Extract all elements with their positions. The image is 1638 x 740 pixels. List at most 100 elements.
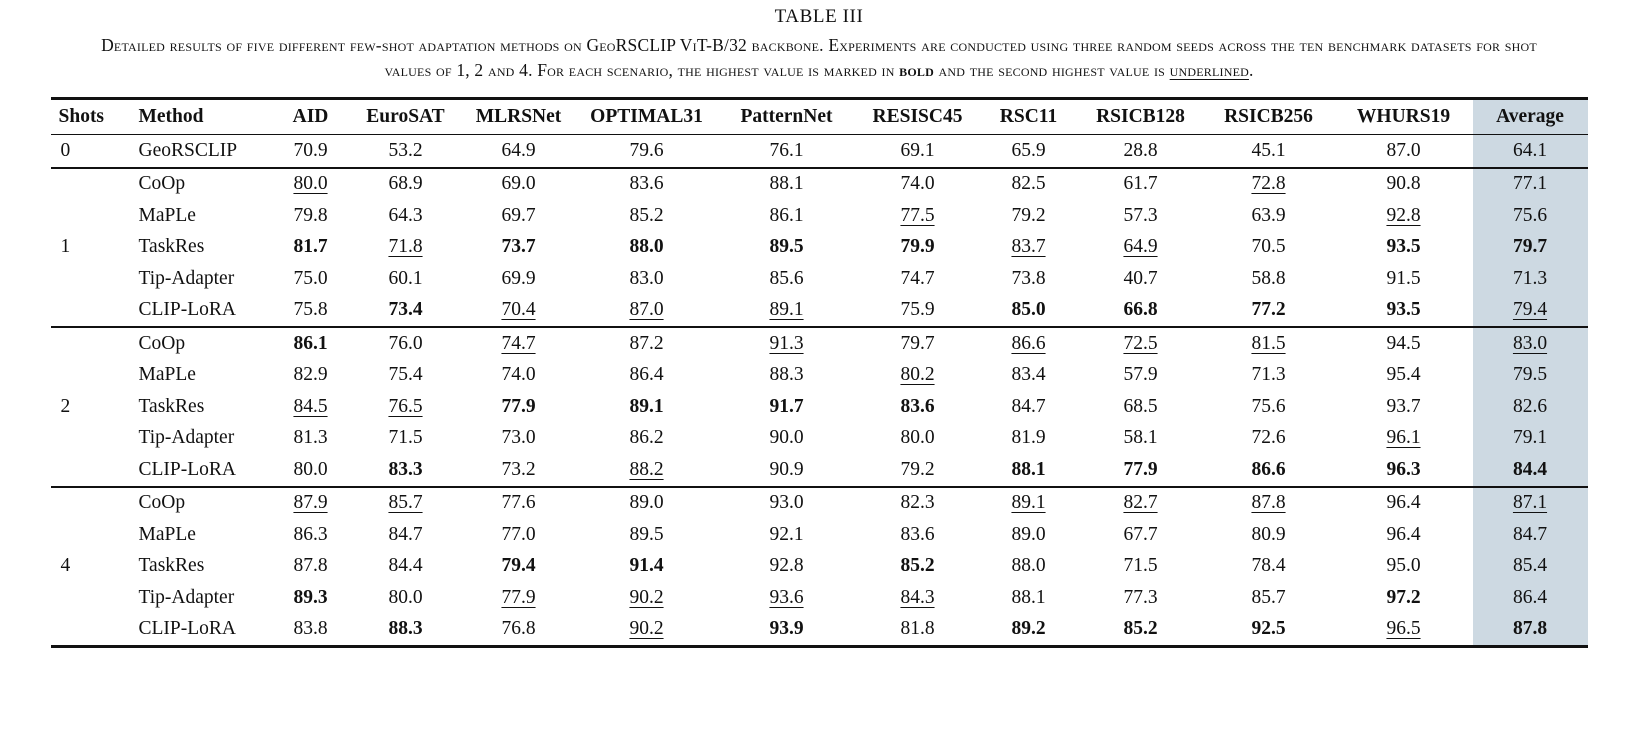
value-cell: 84.7 — [351, 519, 461, 551]
table-row: MaPLe 86.3 84.7 77.0 89.5 92.1 83.6 89.0 67.7 80.… — [51, 519, 1588, 551]
value-text: 73.8 — [1011, 267, 1046, 289]
value-text: 93.6 — [769, 586, 804, 608]
value-cell: 79.2 — [856, 454, 979, 488]
value-text: 90.2 — [629, 586, 664, 608]
method-cell: TaskRes — [138, 236, 205, 258]
value-text: 87.8 — [293, 555, 328, 577]
value-cell: 69.7 — [461, 200, 577, 232]
value-cell: 87.8 — [271, 551, 351, 583]
value-text: 96.4 — [1386, 492, 1421, 514]
value-cell: 89.1 — [979, 487, 1079, 520]
value-text: 93.5 — [1386, 299, 1421, 321]
value-text: 80.0 — [900, 427, 935, 449]
value-cell: 87.1 — [1472, 486, 1588, 519]
value-cell: 86.4 — [1472, 582, 1588, 614]
value-cell: 60.1 — [351, 263, 461, 295]
method-cell: Tip-Adapter — [138, 586, 235, 608]
value-text: 81.3 — [293, 427, 328, 449]
value-cell: 75.0 — [271, 263, 351, 295]
value-cell: 76.0 — [351, 327, 461, 360]
value-text: 92.8 — [769, 555, 804, 577]
value-cell: 71.5 — [1079, 551, 1203, 583]
table-row: Tip-Adapter 89.3 80.0 77.9 90.2 93.6 84.3 88.1 7… — [51, 582, 1588, 614]
method-cell: CoOp — [138, 173, 186, 195]
value-cell: 70.4 — [460, 294, 577, 328]
value-text: 45.1 — [1251, 139, 1286, 161]
value-text: 89.5 — [629, 523, 664, 545]
value-text: 90.0 — [769, 427, 804, 449]
value-text: 87.8 — [1251, 492, 1286, 514]
value-cell: 96.4 — [1335, 487, 1473, 520]
value-cell: 84.4 — [1472, 454, 1588, 488]
value-cell: 81.5 — [1203, 327, 1335, 360]
value-cell: 73.0 — [461, 423, 577, 455]
value-text: 88.1 — [769, 173, 804, 195]
value-text: 58.8 — [1251, 267, 1286, 289]
value-cell: 80.0 — [271, 168, 351, 201]
value-text: 85.2 — [1123, 618, 1158, 640]
caption-segment: Detailed results of five different few-s… — [101, 35, 1537, 80]
value-cell: 83.8 — [270, 613, 351, 648]
value-text: 86.4 — [629, 364, 664, 386]
value-text: 82.5 — [1011, 173, 1046, 195]
value-cell: 76.8 — [460, 613, 577, 648]
value-cell: 79.7 — [857, 327, 979, 360]
value-text: 89.1 — [1011, 492, 1046, 514]
value-text: 77.9 — [501, 586, 536, 608]
value-text: 80.0 — [293, 458, 328, 480]
value-cell: 87.9 — [271, 487, 351, 520]
value-cell: 90.0 — [717, 423, 857, 455]
value-text: 82.6 — [1512, 395, 1548, 417]
value-cell: 73.2 — [460, 454, 577, 488]
value-text: 90.2 — [629, 618, 664, 640]
value-text: 85.0 — [1011, 299, 1046, 321]
value-text: 91.7 — [769, 395, 804, 417]
column-header-mlrsnet: MLRSNet — [460, 97, 577, 135]
value-cell: 96.1 — [1335, 423, 1473, 455]
value-cell: 76.5 — [351, 391, 461, 423]
value-cell: 83.4 — [979, 360, 1079, 392]
value-cell: 83.3 — [350, 454, 461, 488]
value-cell: 88.1 — [978, 454, 1079, 488]
value-cell: 89.2 — [978, 613, 1079, 648]
value-text: 88.0 — [1011, 555, 1046, 577]
value-text: 96.1 — [1386, 427, 1421, 449]
value-text: 79.4 — [501, 555, 536, 577]
value-cell: 85.7 — [1203, 582, 1335, 614]
method-cell: CLIP-LoRA — [130, 454, 271, 488]
value-text: 70.9 — [293, 139, 328, 161]
column-header-method: Method — [130, 97, 271, 135]
value-text: 86.3 — [293, 523, 328, 545]
value-text: 82.3 — [900, 492, 935, 514]
value-cell: 75.9 — [856, 294, 979, 328]
value-text: 84.7 — [1512, 523, 1548, 545]
value-text: 57.9 — [1123, 364, 1158, 386]
value-cell: 80.2 — [857, 360, 979, 392]
value-text: 79.1 — [1512, 427, 1548, 449]
value-text: 91.4 — [629, 555, 664, 577]
value-text: 40.7 — [1123, 267, 1158, 289]
header-row: Shots Method AID EuroSAT MLRSNet OPTIMAL31 Pat… — [50, 97, 1588, 135]
value-text: 89.2 — [1011, 618, 1046, 640]
value-cell: 88.0 — [979, 551, 1079, 583]
value-text: 76.1 — [769, 139, 804, 161]
value-text: 77.9 — [501, 395, 536, 417]
value-cell: 77.9 — [461, 391, 577, 423]
method-cell: TaskRes — [138, 555, 205, 577]
value-text: 74.0 — [900, 173, 935, 195]
value-text: 64.1 — [1512, 139, 1548, 161]
value-text: 84.4 — [1512, 458, 1548, 480]
value-text: 88.3 — [388, 618, 423, 640]
value-cell: 82.3 — [857, 487, 979, 520]
value-cell: 83.0 — [577, 263, 717, 295]
table-row: CLIP-LoRA 75.8 73.4 70.4 87.0 89.1 75.9 85.0 66.… — [51, 294, 1588, 328]
value-text: 87.8 — [1512, 618, 1548, 640]
value-text: 60.1 — [388, 267, 423, 289]
column-header-rsicb256: RSICB256 — [1202, 97, 1335, 135]
value-cell: 84.3 — [857, 582, 979, 614]
value-text: 65.9 — [1011, 139, 1046, 161]
value-cell: 57.9 — [1079, 360, 1203, 392]
table-row: TaskRes 87.8 84.4 79.4 91.4 92.8 85.2 88.0 71.5 7… — [51, 550, 1588, 583]
value-cell: 93.6 — [717, 582, 857, 614]
value-cell: 64.9 — [1079, 232, 1203, 264]
